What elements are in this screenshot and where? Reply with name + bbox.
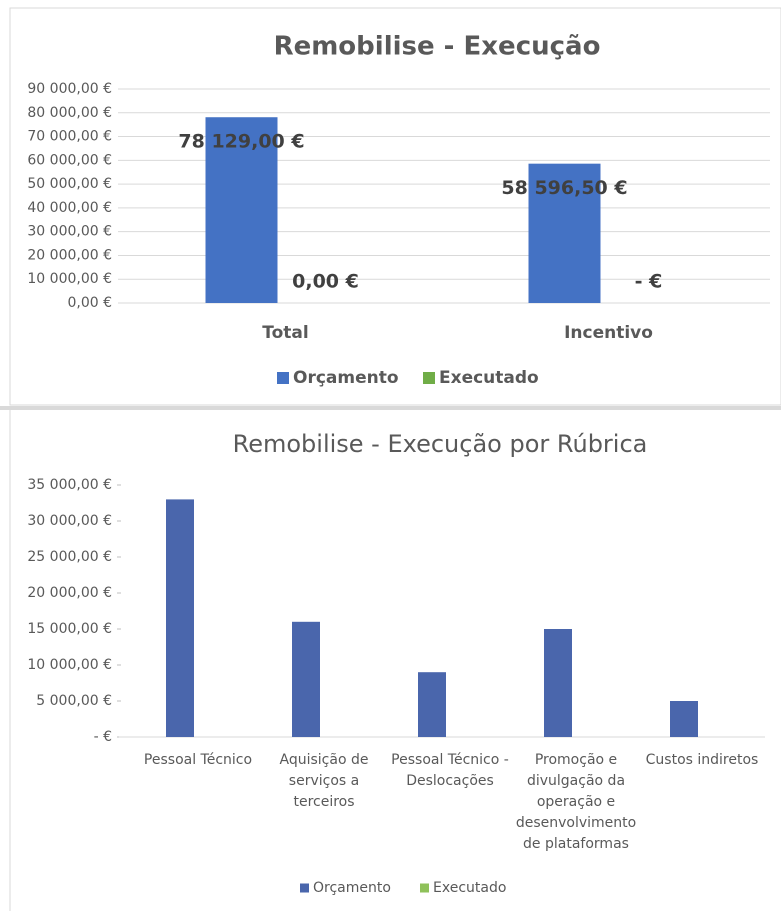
bar (670, 701, 698, 737)
x-tick-label: Incentivo (564, 323, 653, 343)
bar (205, 117, 278, 304)
data-label: 78 129,00 € (178, 131, 304, 153)
y-tick-label: 50 000,00 € (27, 176, 112, 192)
y-tick-label: 15 000,00 € (27, 621, 112, 637)
y-tick-label: 25 000,00 € (27, 549, 112, 565)
bar (544, 629, 572, 737)
data-label: 0,00 € (292, 271, 359, 293)
legend-swatch (420, 883, 429, 893)
y-tick-label: 10 000,00 € (27, 657, 112, 673)
x-tick-label: Total (262, 323, 308, 343)
bar (166, 499, 194, 737)
legend-label: Executado (433, 880, 506, 896)
chart-title: Remobilise - Execução por Rúbrica (233, 430, 648, 458)
x-tick-label-box: Pessoal Técnico - Deslocações (391, 752, 509, 789)
x-tick-label: Custos indiretos (645, 752, 759, 768)
x-tick-label: Pessoal Técnico (143, 752, 253, 768)
y-tick-label: 80 000,00 € (27, 105, 112, 121)
bar (292, 621, 320, 737)
legend-label: Executado (439, 368, 539, 388)
y-tick-label: - € (94, 729, 112, 745)
y-tick-label: 30 000,00 € (27, 224, 112, 240)
y-tick-label: 60 000,00 € (27, 152, 112, 168)
y-tick-label: 5 000,00 € (36, 693, 112, 709)
legend-swatch (277, 372, 289, 384)
x-tick-label-box: Custos indiretos (645, 752, 759, 768)
x-tick-label: Aquisição de serviços a terceiros (279, 752, 369, 810)
y-tick-label: 40 000,00 € (27, 200, 112, 216)
chart-title: Remobilise - Execução (274, 32, 601, 62)
x-tick-label: Pessoal Técnico - Deslocações (391, 752, 509, 789)
legend-label: Orçamento (293, 368, 399, 388)
x-tick-label-box: Aquisição de serviços a terceiros (279, 752, 369, 810)
legend-label: Orçamento (313, 880, 391, 896)
chart-frame (9, 7, 781, 406)
y-tick-label: 90 000,00 € (27, 81, 112, 97)
y-tick-label: 70 000,00 € (27, 129, 112, 145)
y-tick-label: 30 000,00 € (27, 513, 112, 529)
data-label: - € (635, 271, 663, 293)
bar (528, 163, 601, 303)
x-tick-label: Promoção e divulgação da operação e dese… (515, 752, 637, 852)
x-tick-label-box: Promoção e divulgação da operação e dese… (515, 752, 637, 852)
y-tick-label: 20 000,00 € (27, 247, 112, 263)
separator (0, 406, 781, 410)
legend-swatch (423, 372, 435, 384)
y-tick-label: 35 000,00 € (27, 477, 112, 493)
data-label: 58 596,50 € (501, 177, 627, 199)
bar (418, 672, 446, 737)
x-tick-label-box: Pessoal Técnico (143, 752, 253, 768)
y-tick-label: 20 000,00 € (27, 585, 112, 601)
y-tick-label: 10 000,00 € (27, 271, 112, 287)
legend-swatch (300, 883, 309, 893)
y-tick-label: 0,00 € (67, 295, 112, 311)
